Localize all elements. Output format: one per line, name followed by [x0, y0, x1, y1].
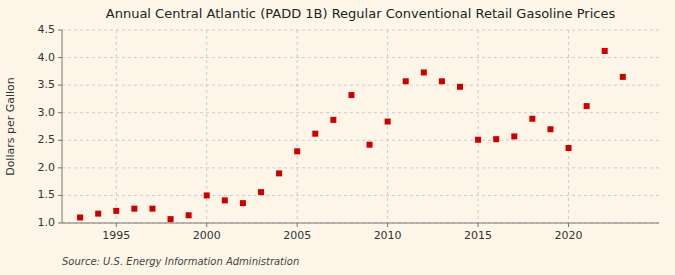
point	[348, 92, 354, 98]
point	[113, 208, 119, 214]
point	[620, 74, 626, 80]
x-grid-line	[387, 30, 388, 223]
y-tick-label: 4.5	[38, 23, 56, 36]
point	[222, 197, 228, 203]
x-tick	[568, 223, 569, 227]
axes: 1.0 1.5 2.0 2.5 3.0 3.5 4.0 4.5 1995 2000 2005 2010…	[38, 23, 660, 242]
point	[566, 145, 572, 151]
grid	[62, 30, 659, 223]
y-tick	[58, 195, 62, 196]
y-tick	[58, 223, 62, 224]
point	[77, 214, 83, 220]
point	[312, 131, 318, 137]
y-grid-line	[62, 57, 659, 58]
title: Annual Central Atlantic (PADD 1B) Regula…	[106, 6, 616, 21]
y-tick-label: 1.5	[38, 188, 56, 201]
y-tick	[58, 167, 62, 168]
y-grid-line	[62, 85, 659, 86]
point	[276, 170, 282, 176]
point	[385, 119, 391, 125]
y-grid-line	[62, 167, 659, 168]
x-grid-line	[297, 30, 298, 223]
y-grid-line	[62, 30, 659, 31]
x-tick-label: 2000	[193, 229, 221, 242]
y-tick-label: 3.0	[38, 106, 56, 119]
y-tick	[58, 57, 62, 58]
y-tick-label: 2.5	[38, 133, 56, 146]
x-grid-line	[116, 30, 117, 223]
y-grid-line	[62, 112, 659, 113]
x-axis-line	[62, 223, 659, 224]
point	[511, 133, 517, 139]
y-tick	[58, 140, 62, 141]
point	[403, 78, 409, 84]
x-tick-label: 2020	[555, 229, 583, 242]
point	[149, 206, 155, 212]
y-axis-line	[62, 30, 63, 223]
points	[77, 48, 626, 222]
x-tick-label: 1995	[102, 229, 130, 242]
point	[584, 103, 590, 109]
point	[186, 212, 192, 218]
point	[131, 206, 137, 212]
y-tick-label: 4.0	[38, 51, 56, 64]
background	[0, 0, 675, 275]
point	[547, 126, 553, 132]
y-tick-label: 2.0	[38, 161, 56, 174]
point	[475, 137, 481, 143]
point	[493, 136, 499, 142]
point	[240, 200, 246, 206]
point	[168, 216, 174, 222]
x-grid-line	[568, 30, 569, 223]
y-grid-line	[62, 140, 659, 141]
point	[294, 148, 300, 154]
source-note: Source: U.S. Energy Information Administ…	[62, 256, 299, 267]
chart: 1.0 1.5 2.0 2.5 3.0 3.5 4.0 4.5 1995 2000 2005 2010…	[0, 0, 675, 275]
y-grid-line	[62, 223, 659, 224]
y-tick-label: 3.5	[38, 78, 56, 91]
y-grid-line	[62, 195, 659, 196]
y-axis-label: Dollars per Gallon	[4, 77, 17, 176]
x-tick	[116, 223, 117, 227]
point	[330, 117, 336, 123]
point	[258, 189, 264, 195]
x-tick	[297, 223, 298, 227]
point	[204, 192, 210, 198]
x-tick-label: 2005	[283, 229, 311, 242]
point	[421, 69, 427, 75]
y-tick-label: 1.0	[38, 216, 56, 229]
x-tick	[387, 223, 388, 227]
point	[367, 142, 373, 148]
point	[602, 48, 608, 54]
point	[439, 78, 445, 84]
x-tick	[206, 223, 207, 227]
y-tick	[58, 30, 62, 31]
x-tick	[478, 223, 479, 227]
x-tick-label: 2010	[374, 229, 402, 242]
x-tick-label: 2015	[464, 229, 492, 242]
point	[529, 116, 535, 122]
x-grid-line	[478, 30, 479, 223]
point	[457, 84, 463, 90]
y-tick	[58, 85, 62, 86]
point	[95, 211, 101, 217]
y-tick	[58, 112, 62, 113]
